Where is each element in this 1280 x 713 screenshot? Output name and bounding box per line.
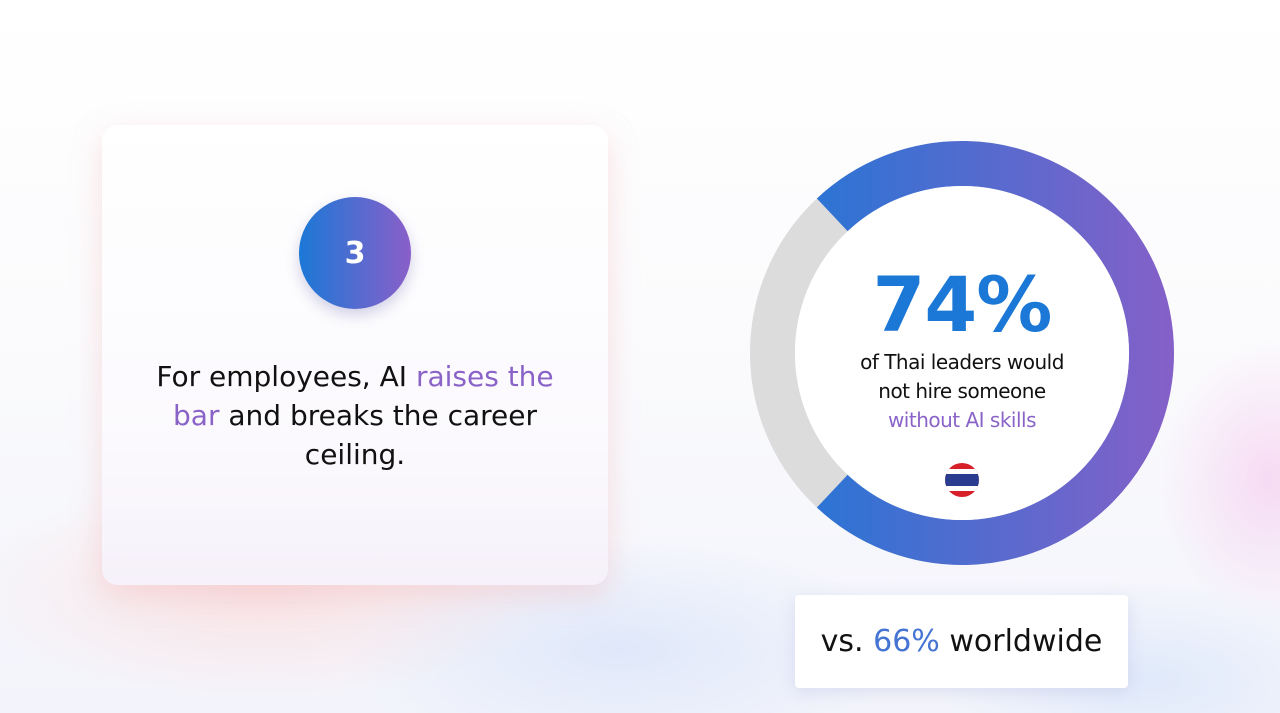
card-text: For employees, AI raises the bar and bre… bbox=[142, 357, 568, 474]
comparison-prefix: vs. bbox=[820, 624, 864, 659]
highlight-text: raises the bar bbox=[173, 360, 554, 432]
value-label: 74% bbox=[872, 260, 1053, 349]
donut-center: 74% of Thai leaders would not hire someo… bbox=[822, 262, 1102, 435]
donut-segment bbox=[816, 141, 1174, 565]
comparison-suffix: worldwide bbox=[949, 624, 1103, 659]
thai-flag bbox=[945, 463, 979, 497]
rest-text: and breaks the career ceiling. bbox=[228, 399, 537, 471]
lead-text: For employees, AI bbox=[156, 360, 408, 393]
donut-hole bbox=[795, 186, 1129, 520]
description-text: of Thai leaders would not hire someone bbox=[860, 350, 1064, 403]
card: 3 For employees, AI raises the bar and b… bbox=[102, 125, 608, 585]
description-highlight: without AI skills bbox=[887, 408, 1037, 432]
badge: 3 bbox=[299, 197, 411, 309]
comparison-box: vs. 66% worldwide bbox=[795, 595, 1128, 688]
description: of Thai leaders would not hire someone w… bbox=[822, 348, 1102, 435]
comparison-value: 66% bbox=[873, 624, 940, 659]
